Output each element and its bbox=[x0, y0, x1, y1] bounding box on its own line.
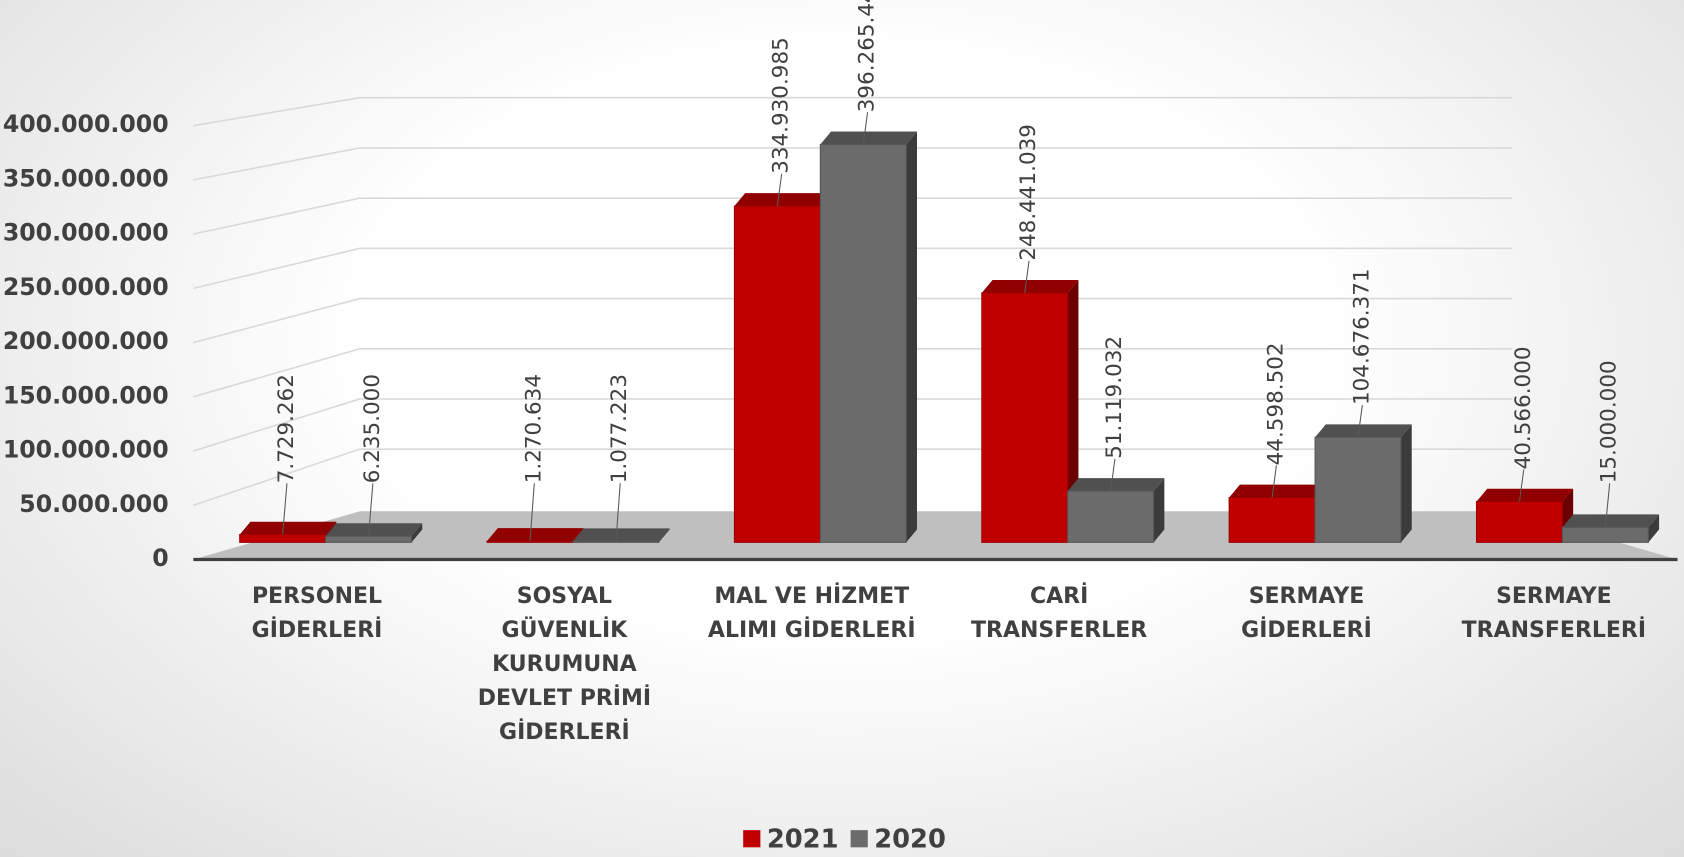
y-tick-label: 300.000.000 bbox=[3, 219, 169, 247]
grid-line bbox=[193, 147, 1513, 181]
value-label: 51.119.032 bbox=[1102, 336, 1127, 459]
x-tick-label: SOSYAL GÜVENLİK KURUMUNA DEVLET PRİMİ Gİ… bbox=[477, 583, 652, 745]
bar-top bbox=[572, 528, 670, 542]
leader-line bbox=[862, 112, 869, 145]
bar-top bbox=[1315, 424, 1412, 438]
legend-swatch bbox=[850, 830, 868, 848]
grid-line bbox=[193, 96, 1513, 127]
value-label: 396.265.445 bbox=[855, 0, 880, 112]
bar-top bbox=[239, 521, 337, 535]
bar-side bbox=[906, 131, 917, 543]
y-tick-label: 350.000.000 bbox=[3, 164, 169, 192]
grid-line bbox=[193, 398, 1513, 452]
value-label: 104.676.371 bbox=[1349, 268, 1374, 405]
bar-top bbox=[487, 528, 584, 542]
bar bbox=[981, 279, 1079, 543]
y-tick-label: 150.000.000 bbox=[3, 381, 169, 409]
bar-top bbox=[325, 523, 423, 537]
bar bbox=[733, 193, 832, 543]
legend-label: 2021 bbox=[767, 824, 839, 854]
bar-top bbox=[1067, 478, 1165, 492]
bar-top bbox=[1562, 514, 1660, 528]
leader-line bbox=[282, 483, 288, 535]
grid-line bbox=[193, 448, 1513, 507]
leader-line bbox=[1357, 404, 1363, 438]
leader-line bbox=[1604, 483, 1611, 528]
bar-front bbox=[1228, 497, 1316, 543]
bar-front bbox=[819, 143, 907, 543]
bar bbox=[1561, 514, 1660, 543]
bar-top bbox=[1229, 484, 1326, 498]
grid-line bbox=[193, 247, 1513, 290]
grid-line bbox=[193, 347, 1513, 398]
leader-line bbox=[1110, 458, 1116, 492]
bar-front bbox=[1067, 490, 1155, 543]
bar bbox=[486, 528, 584, 543]
bar bbox=[1475, 488, 1574, 543]
bar-front bbox=[486, 540, 574, 543]
bar-front bbox=[1561, 526, 1649, 543]
value-label: 44.598.502 bbox=[1263, 342, 1288, 465]
leader-line bbox=[1024, 260, 1030, 293]
bar-front bbox=[572, 540, 660, 543]
bar-side bbox=[658, 528, 670, 543]
x-tick-label: PERSONEL GİDERLERİ bbox=[251, 583, 383, 643]
value-label: 15.000.000 bbox=[1597, 360, 1622, 483]
legend-swatch bbox=[743, 830, 761, 848]
bar bbox=[325, 523, 423, 543]
x-tick-label: CARİ TRANSFERLER bbox=[971, 583, 1148, 643]
value-label: 248.441.039 bbox=[1016, 124, 1041, 261]
y-tick-label: 0 bbox=[152, 544, 168, 572]
bar-front bbox=[1475, 501, 1563, 543]
leader-line bbox=[776, 173, 783, 207]
bar-top bbox=[820, 131, 917, 145]
bar-front bbox=[1314, 436, 1402, 543]
bar-front bbox=[981, 292, 1069, 543]
bar-side bbox=[1153, 478, 1165, 543]
leader-line bbox=[1271, 465, 1277, 498]
leader-line bbox=[1518, 469, 1525, 502]
bar-side bbox=[1067, 279, 1079, 543]
bar-top bbox=[734, 193, 832, 207]
leader-line bbox=[368, 483, 374, 537]
bar bbox=[239, 521, 337, 543]
bar-side bbox=[1400, 424, 1412, 543]
bar bbox=[1228, 484, 1326, 543]
x-tick-label: SERMAYE GİDERLERİ bbox=[1241, 583, 1372, 643]
bar-side bbox=[1648, 514, 1660, 543]
grid-line bbox=[193, 197, 1513, 235]
bar-front bbox=[239, 534, 327, 543]
bar-front bbox=[325, 535, 413, 543]
bar bbox=[819, 131, 917, 543]
y-tick-label: 100.000.000 bbox=[3, 436, 169, 464]
y-tick-label: 400.000.000 bbox=[3, 110, 169, 138]
bar-top bbox=[981, 279, 1079, 293]
bar bbox=[1314, 424, 1412, 543]
bar-front bbox=[733, 205, 821, 543]
legend-label: 2020 bbox=[874, 824, 946, 854]
y-tick-label: 200.000.000 bbox=[3, 327, 169, 355]
value-label: 1.077.223 bbox=[607, 374, 632, 483]
value-label: 334.930.985 bbox=[769, 37, 794, 174]
value-label: 40.566.000 bbox=[1511, 346, 1536, 469]
x-tick-label: MAL VE HİZMET ALIMI GİDERLERİ bbox=[707, 583, 916, 643]
grid-line bbox=[193, 297, 1513, 344]
y-tick-label: 250.000.000 bbox=[3, 273, 169, 301]
value-label: 7.729.262 bbox=[274, 374, 299, 483]
leader-line bbox=[529, 483, 535, 542]
value-label: 1.270.634 bbox=[521, 374, 546, 483]
bar-top bbox=[1476, 488, 1574, 502]
x-tick-label: SERMAYE TRANSFERLERİ bbox=[1461, 583, 1647, 643]
bar-side bbox=[411, 523, 423, 543]
leader-line bbox=[615, 483, 621, 542]
y-tick-label: 50.000.000 bbox=[19, 490, 168, 518]
bar bbox=[1067, 478, 1165, 543]
value-label: 6.235.000 bbox=[360, 374, 385, 483]
bar bbox=[572, 528, 670, 543]
